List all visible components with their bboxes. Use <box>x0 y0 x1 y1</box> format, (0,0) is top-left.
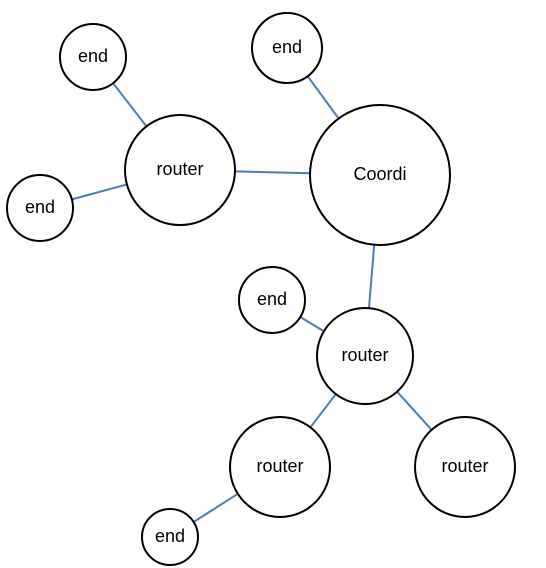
node-end3: end <box>252 13 322 83</box>
edge-router2-router4 <box>397 392 431 430</box>
node-label-end3: end <box>272 37 302 57</box>
network-diagram: Coordi router router router router end end end e… <box>0 0 546 568</box>
node-label-end4: end <box>257 289 287 309</box>
node-coordi: Coordi <box>310 105 450 245</box>
node-label-router4: router <box>441 456 488 476</box>
node-label-router3: router <box>256 456 303 476</box>
edge-coordi-end3 <box>308 76 339 118</box>
node-label-end2: end <box>25 197 55 217</box>
node-label-router1: router <box>156 159 203 179</box>
node-router4: router <box>415 417 515 517</box>
node-end2: end <box>7 175 73 241</box>
edge-router3-end5 <box>194 494 238 522</box>
edge-router2-end4 <box>300 317 324 331</box>
node-end1: end <box>60 24 126 90</box>
edge-router1-coordi <box>235 171 310 173</box>
edge-coordi-router2 <box>369 245 374 308</box>
edge-router1-end1 <box>113 83 146 126</box>
edge-router2-router3 <box>310 394 335 427</box>
node-label-router2: router <box>341 345 388 365</box>
node-label-end5: end <box>155 526 185 546</box>
node-router1: router <box>125 115 235 225</box>
node-end4: end <box>239 267 305 333</box>
nodes-group: Coordi router router router router end end end e… <box>7 13 515 565</box>
edge-router1-end2 <box>72 184 127 199</box>
node-router2: router <box>317 308 413 404</box>
node-router3: router <box>230 417 330 517</box>
node-label-coordi: Coordi <box>353 164 406 184</box>
node-label-end1: end <box>78 46 108 66</box>
node-end5: end <box>142 509 198 565</box>
